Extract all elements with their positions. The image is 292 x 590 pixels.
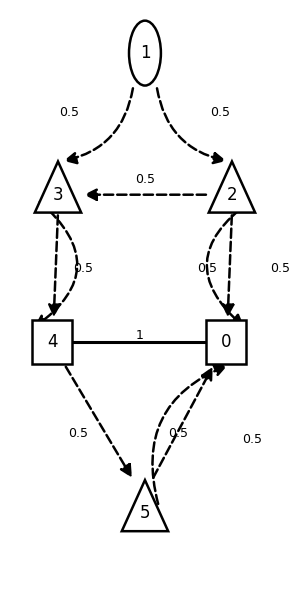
Text: 0: 0 [221, 333, 231, 351]
FancyArrowPatch shape [87, 190, 206, 199]
Text: 4: 4 [47, 333, 58, 351]
Text: 0.5: 0.5 [73, 262, 93, 275]
Text: 0.5: 0.5 [68, 427, 88, 440]
FancyArrowPatch shape [66, 367, 131, 476]
Text: 0.5: 0.5 [210, 106, 230, 119]
Text: 0.5: 0.5 [242, 433, 262, 446]
FancyArrowPatch shape [49, 215, 59, 314]
Polygon shape [35, 162, 81, 212]
Text: 2: 2 [227, 186, 237, 204]
Text: 1: 1 [140, 44, 150, 62]
Text: 0.5: 0.5 [60, 106, 80, 119]
FancyArrowPatch shape [223, 215, 233, 314]
FancyBboxPatch shape [32, 320, 72, 364]
FancyArrowPatch shape [157, 88, 224, 163]
FancyBboxPatch shape [206, 320, 246, 364]
Text: 1: 1 [135, 329, 143, 342]
Polygon shape [209, 162, 255, 212]
Text: 0.5: 0.5 [197, 262, 217, 275]
FancyArrowPatch shape [152, 366, 225, 504]
Text: 0.5: 0.5 [270, 262, 290, 275]
Circle shape [129, 21, 161, 86]
FancyArrowPatch shape [207, 202, 250, 325]
Text: 0.5: 0.5 [135, 173, 155, 186]
Polygon shape [122, 480, 168, 531]
FancyArrowPatch shape [66, 88, 133, 163]
FancyArrowPatch shape [36, 202, 77, 326]
Text: 3: 3 [53, 186, 63, 204]
Text: 5: 5 [140, 504, 150, 522]
Text: 0.5: 0.5 [168, 427, 188, 440]
FancyArrowPatch shape [153, 369, 211, 478]
